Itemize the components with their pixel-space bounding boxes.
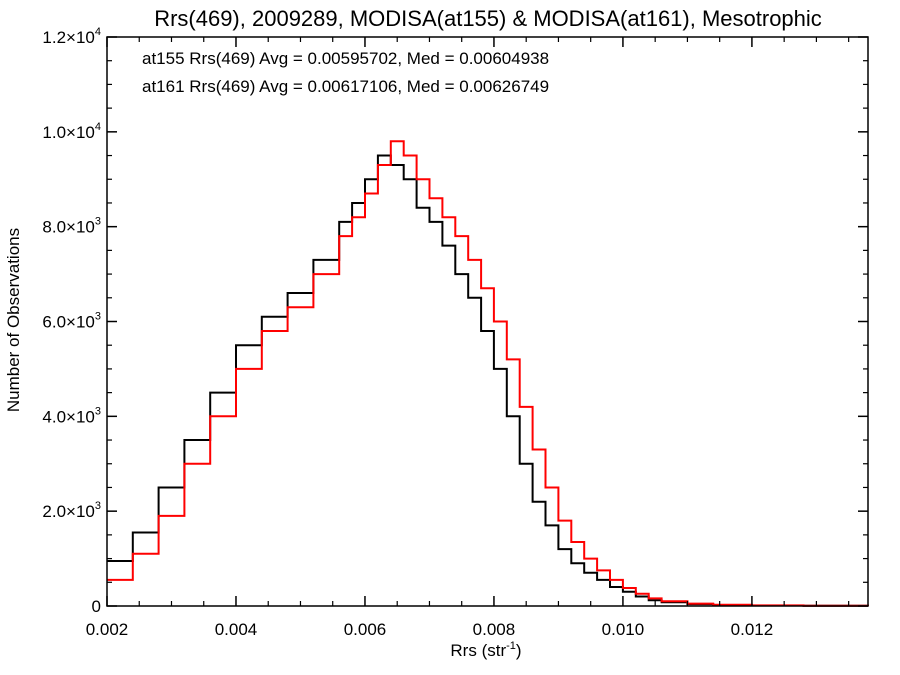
- chart-title: Rrs(469), 2009289, MODISA(at155) & MODIS…: [154, 6, 822, 31]
- x-ticks: 0.002 0.004 0.006 0.008 0.010 0.012: [86, 37, 850, 639]
- x-tick-label: 0.008: [473, 620, 516, 639]
- y-tick-label: 1.0×104: [42, 121, 101, 142]
- y-tick-label: 6.0×103: [42, 311, 101, 332]
- y-tick-label: 0: [92, 597, 101, 616]
- plot-frame: [106, 36, 869, 607]
- x-axis-label-sup: -1: [506, 640, 516, 652]
- axes: [106, 36, 869, 607]
- y-axis-label: Number of Observations: [4, 228, 23, 412]
- y-tick-label: 2.0×103: [42, 500, 101, 521]
- x-tick-label: 0.012: [731, 620, 774, 639]
- x-axis-label-end: ): [516, 641, 522, 660]
- x-axis-label: Rrs (str-1): [450, 640, 521, 660]
- y-tick-label: 8.0×103: [42, 216, 101, 237]
- x-tick-label: 0.006: [344, 620, 387, 639]
- y-tick-label: 4.0×103: [42, 405, 101, 426]
- y-tick-label: 1.2×104: [42, 26, 101, 47]
- series-at161-line: [107, 140, 869, 607]
- annotation-at161: at161 Rrs(469) Avg = 0.00617106, Med = 0…: [142, 77, 549, 96]
- x-tick-label: 0.004: [215, 620, 258, 639]
- y-ticks: 0 2.0×103 4.0×103 6.0×103 8.0×103 1.0×104 1.2×…: [42, 26, 868, 616]
- series-at155-line: [107, 154, 869, 607]
- x-tick-label: 0.010: [602, 620, 645, 639]
- annotation-at155: at155 Rrs(469) Avg = 0.00595702, Med = 0…: [142, 49, 549, 68]
- plot-lines: [107, 140, 869, 607]
- x-tick-label: 0.002: [86, 620, 129, 639]
- x-axis-label-text: Rrs (str: [450, 641, 506, 660]
